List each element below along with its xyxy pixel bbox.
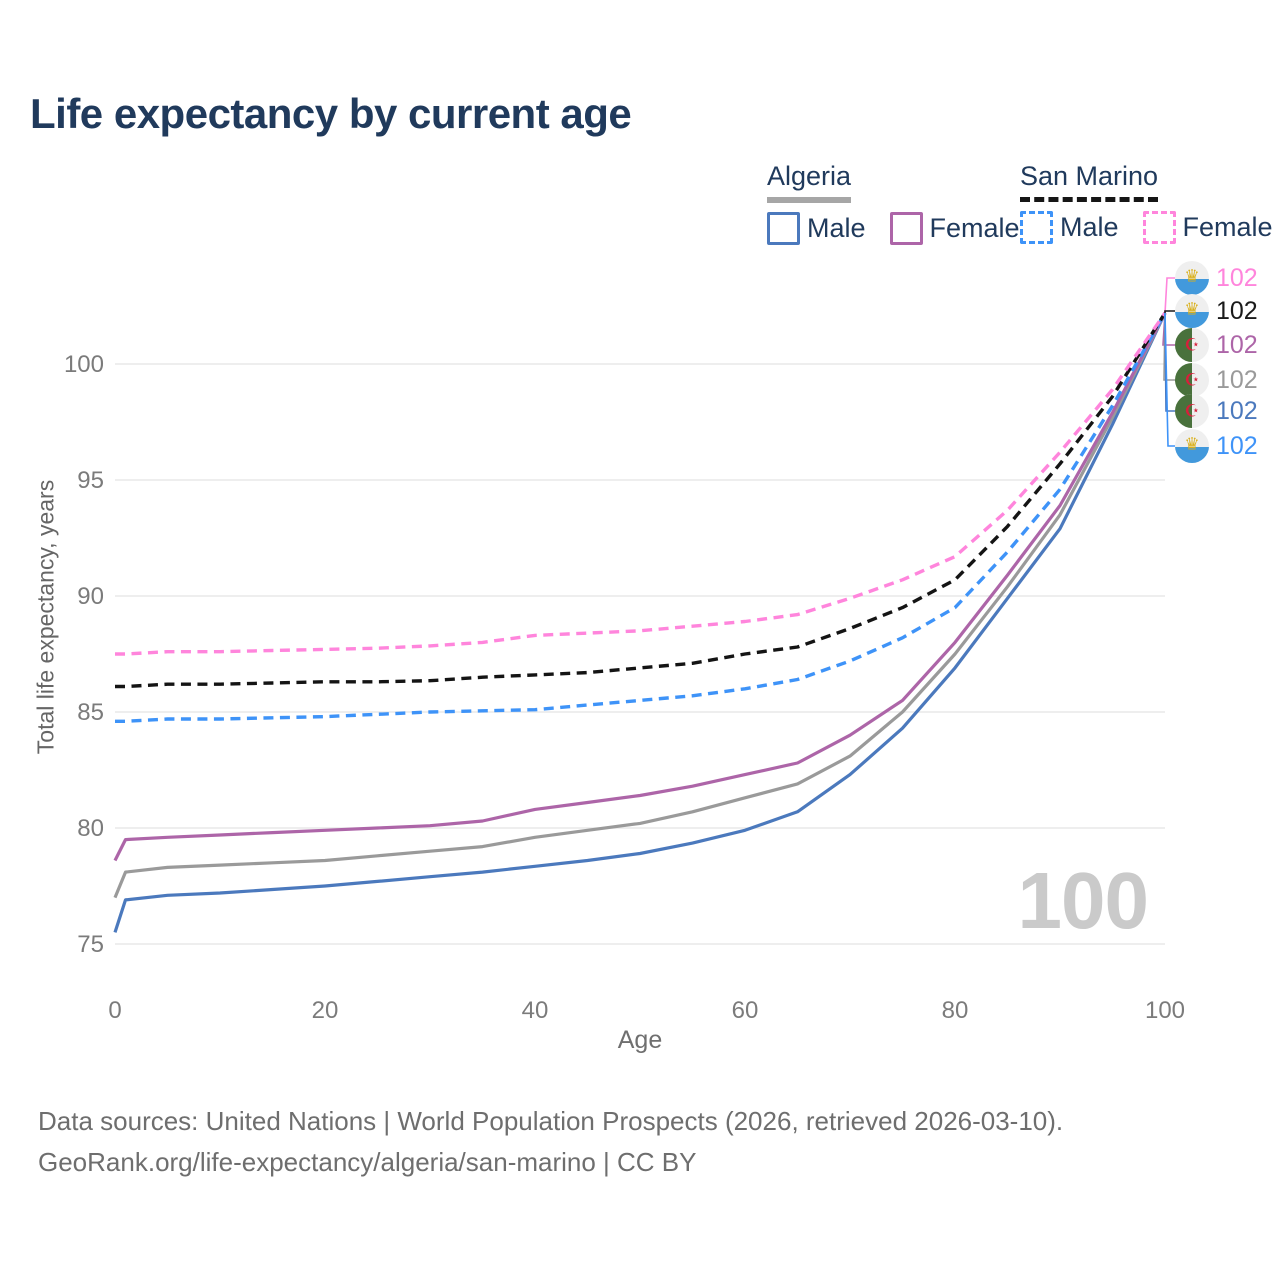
y-tick-label: 90 <box>77 583 104 610</box>
flag-san-marino-icon: ♛ <box>1175 294 1209 328</box>
series-line-algeria-male[interactable] <box>113 312 1167 933</box>
legend-item-algeria-female[interactable]: Female <box>889 212 1020 245</box>
san-marino-female-swatch-icon[interactable] <box>1142 211 1176 244</box>
end-label-san-marino-female: ♛ 102 <box>1175 261 1258 295</box>
y-tick-label: 80 <box>77 815 104 842</box>
page-title: Life expectancy by current age <box>30 90 632 137</box>
flag-san-marino-icon: ♛ <box>1175 261 1209 295</box>
leader-line-san-marino-female <box>1164 277 1175 314</box>
end-label-value: 102 <box>1216 396 1258 425</box>
age-counter-watermark: 100 <box>1017 856 1149 945</box>
legend-label-algeria-male: Male <box>807 213 866 243</box>
attribution-text: GeoRank.org/life-expectancy/algeria/san-… <box>38 1147 697 1177</box>
series-line-san-marino-total[interactable] <box>115 312 1167 689</box>
y-tick-label: 100 <box>64 351 104 378</box>
end-label-value: 102 <box>1216 330 1258 359</box>
end-label-value: 102 <box>1216 296 1258 325</box>
legend-label-san-marino-male: Male <box>1060 212 1119 242</box>
crown-emblem-icon: ♛ <box>1184 299 1200 319</box>
legend-group-san-marino: San Marino Male Female <box>1020 161 1273 244</box>
crescent-star-emblem-icon: ☪ <box>1184 335 1200 355</box>
series-line-algeria-female[interactable] <box>113 312 1167 862</box>
crown-emblem-icon: ♛ <box>1184 434 1200 454</box>
legend-header-algeria[interactable]: Algeria <box>767 161 852 203</box>
x-tick-label: 20 <box>312 997 339 1024</box>
end-label-algeria-total: ☪ 102 <box>1175 363 1258 397</box>
y-tick-label: 75 <box>77 931 104 958</box>
crescent-star-emblem-icon: ☪ <box>1184 401 1200 421</box>
end-label-value: 102 <box>1216 431 1258 460</box>
y-tick-label: 85 <box>77 699 104 726</box>
crescent-star-emblem-icon: ☪ <box>1184 370 1200 390</box>
crown-emblem-icon: ♛ <box>1184 266 1200 286</box>
end-label-value: 102 <box>1216 263 1258 292</box>
legend-item-algeria-male[interactable]: Male <box>767 212 866 245</box>
legend-label-san-marino-female: Female <box>1182 212 1273 242</box>
data-sources-text: Data sources: United Nations | World Pop… <box>38 1106 1064 1136</box>
algeria-male-swatch-icon[interactable] <box>767 212 800 245</box>
y-axis-title: Total life expectancy, years <box>32 479 59 755</box>
legend: Algeria Male Female San Marino Male <box>0 161 1280 245</box>
legend-item-san-marino-male[interactable]: Male <box>1020 211 1119 244</box>
x-tick-label: 100 <box>1145 997 1185 1024</box>
algeria-female-swatch-icon[interactable] <box>889 212 923 245</box>
x-tick-label: 60 <box>732 997 759 1024</box>
leader-line-san-marino-male <box>1164 312 1175 447</box>
end-label-value: 102 <box>1216 365 1258 394</box>
y-tick-label: 95 <box>77 467 104 494</box>
series-line-algeria-total[interactable] <box>113 312 1167 899</box>
end-label-algeria-female: ☪ 102 <box>1175 328 1258 362</box>
flag-algeria-icon: ☪ <box>1175 363 1209 397</box>
series-line-san-marino-male[interactable] <box>115 312 1167 723</box>
legend-label-algeria-female: Female <box>929 213 1020 243</box>
end-label-algeria-male: ☪ 102 <box>1175 394 1258 428</box>
san-marino-male-swatch-icon[interactable] <box>1020 211 1053 244</box>
legend-group-algeria: Algeria Male Female <box>767 161 1020 245</box>
end-label-san-marino-male: ♛ 102 <box>1175 429 1258 463</box>
x-tick-label: 80 <box>942 997 969 1024</box>
end-label-san-marino-total: ♛ 102 <box>1175 294 1258 328</box>
x-tick-label: 0 <box>108 997 121 1024</box>
leader-line-san-marino-total <box>1164 310 1175 313</box>
legend-header-san-marino[interactable]: San Marino <box>1020 161 1159 202</box>
flag-san-marino-icon: ♛ <box>1175 429 1209 463</box>
flag-algeria-icon: ☪ <box>1175 328 1209 362</box>
x-axis-title: Age <box>617 1026 663 1054</box>
series-line-san-marino-female[interactable] <box>115 312 1167 656</box>
legend-item-san-marino-female[interactable]: Female <box>1142 211 1273 244</box>
x-tick-label: 40 <box>522 997 549 1024</box>
flag-algeria-icon: ☪ <box>1175 394 1209 428</box>
